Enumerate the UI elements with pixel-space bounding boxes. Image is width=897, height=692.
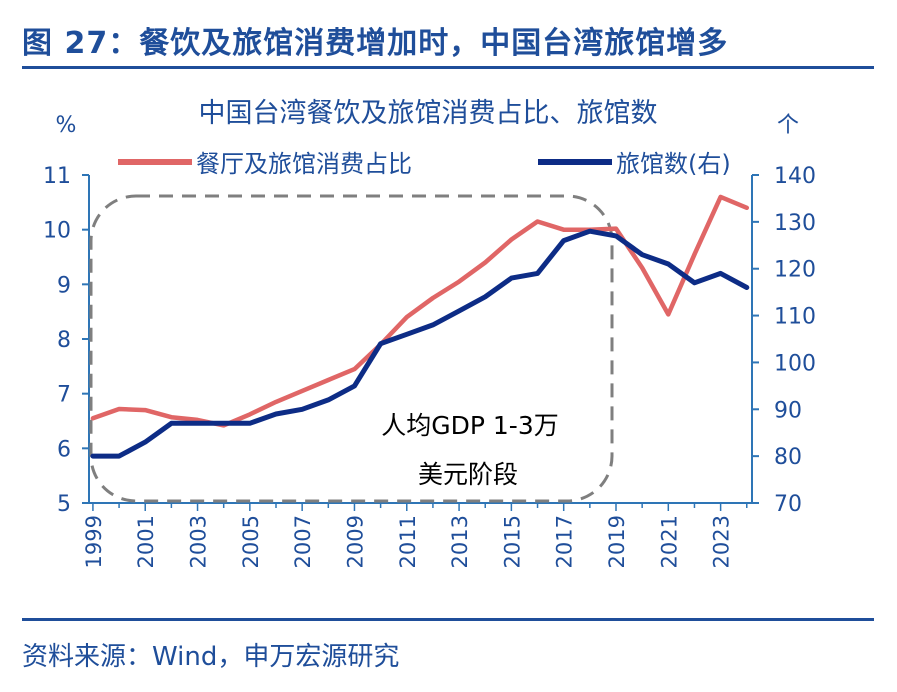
x-axis-tick-label: 2009 xyxy=(343,515,367,568)
x-axis-tick-label: 2015 xyxy=(500,515,524,568)
legend: 餐厅及旅馆消费占比 旅馆数(右) xyxy=(118,150,731,178)
figure-title: 图 27：餐饮及旅馆消费增加时，中国台湾旅馆增多 xyxy=(22,26,729,61)
x-axis-tick-label: 2005 xyxy=(239,515,263,568)
right-axis-tick-label: 100 xyxy=(774,351,816,376)
left-axis-tick-label: 6 xyxy=(57,437,71,462)
left-axis-tick-label: 8 xyxy=(57,328,71,353)
series-line-consumption-share xyxy=(90,194,750,428)
left-axis-tick-label: 11 xyxy=(43,164,71,189)
series-layer xyxy=(90,194,750,459)
source-note: 资料来源：Wind，申万宏源研究 xyxy=(22,642,400,672)
right-axis-tick-label: 90 xyxy=(774,398,802,423)
left-axis-tick-label: 10 xyxy=(43,219,71,244)
x-axis-tick-label: 2003 xyxy=(187,515,211,568)
right-axis-tick-label: 120 xyxy=(774,258,816,283)
annotation-line1: 人均GDP 1-3万 xyxy=(381,411,558,440)
right-axis-tick-label: 70 xyxy=(774,492,802,517)
annotation-box xyxy=(89,194,614,503)
left-axis-tick-label: 9 xyxy=(57,273,71,298)
right-axis-unit: 个 xyxy=(777,113,799,138)
left-axis-tick-label: 7 xyxy=(57,383,71,408)
x-axis-tick-label: 2001 xyxy=(134,515,158,568)
annotation-line2: 美元阶段 xyxy=(418,460,518,489)
x-axis-tick-label: 2023 xyxy=(710,515,734,568)
series-line-hotel-count xyxy=(90,228,750,459)
right-axis-tick-label: 110 xyxy=(774,305,816,330)
axes: 5 6 7 8 9 10 11 70 80 90 100 110 120 130 140 1999 2001 20… xyxy=(43,164,816,568)
left-axis-unit: % xyxy=(56,113,77,138)
x-axis-tick-label: 2011 xyxy=(396,515,420,568)
x-axis-tick-label: 2013 xyxy=(448,515,472,568)
right-axis-tick-label: 140 xyxy=(774,164,816,189)
x-axis-tick-label: 2019 xyxy=(605,515,629,568)
source-divider xyxy=(22,618,874,621)
legend-label-consumption-share: 餐厅及旅馆消费占比 xyxy=(196,150,412,178)
x-axis-tick-label: 2017 xyxy=(553,515,577,568)
right-axis-tick-label: 130 xyxy=(774,211,816,236)
right-axis-tick-label: 80 xyxy=(774,445,802,470)
legend-label-hotel-count: 旅馆数(右) xyxy=(616,150,731,178)
left-axis-tick-label: 5 xyxy=(57,492,71,517)
chart: 中国台湾餐饮及旅馆消费占比、旅馆数 % 个 餐厅及旅馆消费占比 旅馆数(右) 5… xyxy=(43,98,816,568)
x-axis-tick-label: 2007 xyxy=(291,515,315,568)
title-divider xyxy=(22,66,874,69)
chart-title: 中国台湾餐饮及旅馆消费占比、旅馆数 xyxy=(199,98,658,129)
x-axis-tick-label: 1999 xyxy=(82,515,106,568)
x-axis-tick-label: 2021 xyxy=(657,515,681,568)
